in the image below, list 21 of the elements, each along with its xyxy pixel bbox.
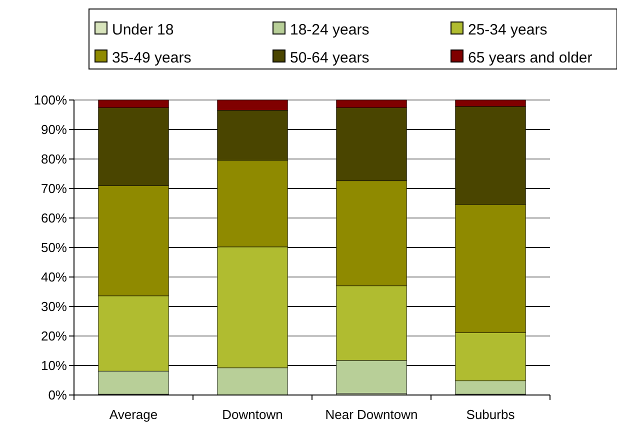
y-tick-label: 90%: [40, 122, 68, 138]
y-tick-label: 30%: [40, 299, 68, 314]
legend-label: Under 18: [112, 21, 174, 38]
legend-label: 50-64 years: [290, 49, 370, 66]
y-tick-label: 60%: [40, 210, 68, 226]
y-tick-label: 100%: [34, 92, 68, 108]
x-tick-label: Near Downtown: [325, 407, 418, 422]
y-tick-label: 10%: [40, 358, 68, 374]
legend-label: 35-49 years: [112, 49, 192, 66]
y-tick-label: 70%: [40, 181, 68, 196]
legend-label: 18-24 years: [290, 21, 370, 38]
y-tick-label: 80%: [40, 152, 68, 167]
y-tick-label: 40%: [40, 270, 68, 285]
y-tick-label: 20%: [40, 328, 68, 344]
legend-label: 65 years and older: [468, 49, 592, 66]
x-tick-label: Downtown: [222, 407, 283, 422]
legend-label: 25-34 years: [468, 21, 548, 38]
y-tick-label: 0%: [48, 388, 68, 403]
x-tick-label: Suburbs: [466, 407, 516, 422]
x-tick-label: Average: [109, 407, 158, 422]
y-tick-label: 50%: [40, 240, 68, 256]
